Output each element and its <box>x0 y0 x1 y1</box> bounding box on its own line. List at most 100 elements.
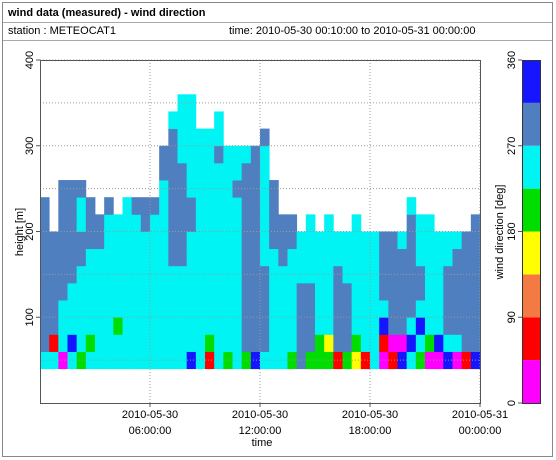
cell <box>85 231 96 250</box>
cell <box>452 282 463 301</box>
cell <box>104 282 114 301</box>
cell <box>470 282 481 301</box>
cell <box>104 334 114 352</box>
cell <box>305 248 316 267</box>
cell <box>159 248 169 267</box>
cell <box>434 317 444 335</box>
cell <box>150 231 160 250</box>
cell <box>425 248 435 267</box>
cell <box>205 162 215 181</box>
cell <box>104 265 114 284</box>
cell <box>342 231 353 250</box>
cell <box>195 300 206 318</box>
colorbar-label: wind direction [deg] <box>494 185 506 281</box>
cell <box>58 282 68 301</box>
cell <box>113 248 123 267</box>
cell <box>177 94 188 112</box>
cell <box>177 162 188 181</box>
cell <box>324 214 334 232</box>
cell <box>95 248 105 267</box>
cell <box>131 317 142 335</box>
cell <box>223 282 233 301</box>
cell <box>470 334 481 352</box>
cell <box>186 180 197 198</box>
cell <box>58 351 68 370</box>
cell <box>351 351 362 370</box>
cell <box>76 197 87 215</box>
cell <box>186 248 197 267</box>
cell <box>370 231 380 250</box>
cell <box>159 231 169 250</box>
cell <box>333 231 343 250</box>
cell <box>214 111 224 129</box>
cell <box>104 317 114 335</box>
cell <box>214 317 224 335</box>
cell <box>186 282 197 301</box>
cell <box>241 145 252 164</box>
cell <box>425 334 435 352</box>
cell <box>58 265 68 284</box>
cell <box>85 282 96 301</box>
colorbar-segment <box>522 274 540 318</box>
cell <box>351 300 362 318</box>
cell <box>370 248 380 267</box>
cell <box>76 282 87 301</box>
cell <box>104 214 114 232</box>
cell <box>260 128 270 147</box>
cell <box>140 248 151 267</box>
y-tick-label: 100 <box>24 308 36 326</box>
cell <box>131 197 142 215</box>
cell <box>186 94 197 112</box>
cell <box>122 214 133 232</box>
cell <box>122 231 133 250</box>
cell <box>269 180 279 198</box>
cell <box>177 214 188 232</box>
cell <box>177 231 188 250</box>
cell <box>85 248 96 267</box>
cell <box>278 282 288 301</box>
cell <box>360 334 371 352</box>
cell <box>388 351 398 370</box>
cell <box>76 334 87 352</box>
cell <box>122 334 133 352</box>
cell <box>315 248 325 267</box>
cell <box>425 265 435 284</box>
cell <box>351 214 362 232</box>
cell <box>205 334 215 352</box>
cell <box>168 265 178 284</box>
cell <box>260 231 270 250</box>
cell <box>434 265 444 284</box>
cell <box>333 317 343 335</box>
cell <box>205 145 215 164</box>
cell <box>49 282 59 301</box>
cell <box>425 214 435 232</box>
cell <box>397 282 408 301</box>
cell <box>186 197 197 215</box>
cell <box>159 334 169 352</box>
cell <box>122 300 133 318</box>
cell <box>223 197 233 215</box>
cell <box>214 145 224 164</box>
cell <box>315 300 325 318</box>
colorbar-segment <box>522 231 540 275</box>
cell <box>186 128 197 147</box>
cell <box>360 248 371 267</box>
cell <box>397 334 408 352</box>
cell <box>186 334 197 352</box>
colorbar-segment <box>522 102 540 146</box>
cell <box>333 265 343 284</box>
cell <box>67 231 78 250</box>
colorbar-tick-label: 90 <box>506 311 518 323</box>
cell <box>195 282 206 301</box>
cell <box>388 248 398 267</box>
colorbar-tick-label: 360 <box>506 51 518 69</box>
cell <box>278 300 288 318</box>
cell <box>333 300 343 318</box>
cell <box>434 248 444 267</box>
cell <box>305 282 316 301</box>
cell <box>250 351 261 370</box>
cell <box>131 282 142 301</box>
cell <box>415 282 426 301</box>
cell <box>315 334 325 352</box>
cell <box>40 265 50 284</box>
